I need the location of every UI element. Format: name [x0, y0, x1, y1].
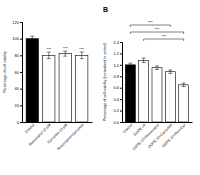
panel-0: 0 20 40 60 80 100 120 ControlResveratrol 10 µMC… — [3, 20, 93, 151]
bar — [165, 72, 175, 122]
y-tick-mark — [120, 76, 122, 77]
y-tick-label: 60 — [15, 70, 20, 75]
y-tick-mark — [120, 99, 122, 100]
significance-label: *** — [46, 47, 51, 52]
marks — [125, 58, 188, 122]
y-tick-mark — [20, 72, 22, 73]
y-tick-mark — [20, 55, 22, 56]
comparison-label: *** — [155, 27, 160, 32]
comparison-bracket — [130, 25, 170, 27]
y-tick-mark — [120, 42, 122, 43]
y-tick-mark — [20, 22, 22, 23]
comparison-bracket — [144, 39, 184, 41]
x-axis-line — [123, 122, 193, 123]
y-tick-label: 1.2 — [113, 51, 119, 56]
chart-title: B — [103, 6, 108, 13]
bar — [43, 55, 55, 122]
y-axis-line — [20, 23, 23, 123]
error-bar — [168, 70, 172, 73]
bar — [125, 65, 135, 122]
error-bar — [128, 63, 132, 66]
error-bar — [63, 51, 67, 56]
bar — [152, 68, 162, 122]
y-axis-title: Percentage of cell viability — [3, 51, 7, 93]
comparison-label: *** — [161, 34, 166, 39]
error-bar — [30, 36, 34, 41]
y-tick-label: 0.2 — [113, 108, 119, 113]
y-tick-mark — [20, 122, 22, 123]
y-tick: 120 — [12, 20, 22, 25]
x-axis-line — [23, 122, 93, 123]
y-tick-label: 0.6 — [113, 85, 119, 90]
y-tick-mark — [20, 39, 22, 40]
x-axis: ControlResveratrol 10 µMCurcumin 10 µMRe… — [23, 122, 93, 151]
x-tick: DOPE 10+Curcumin — [147, 122, 173, 149]
comparison-bracket — [130, 32, 183, 34]
significance-label: *** — [79, 47, 84, 52]
error-bar — [182, 83, 186, 86]
x-tick-label: Resveratrol+Curcumin — [56, 123, 84, 151]
x-tick: Control — [122, 122, 133, 134]
x-tick: Resveratrol+Curcumin — [56, 122, 84, 151]
y-tick: 1.4 — [113, 40, 122, 45]
comparison-label: *** — [148, 20, 153, 25]
y-tick-label: 1.0 — [113, 63, 119, 68]
y-tick-mark — [20, 105, 22, 106]
y-tick-label: 0.8 — [113, 74, 119, 79]
error-bar — [142, 58, 146, 63]
y-axis-title: Percentage of cell viability (normalised… — [103, 43, 107, 121]
y-tick-label: 100 — [12, 36, 19, 41]
y-tick-label: 20 — [15, 103, 20, 108]
error-bar — [47, 52, 51, 59]
y-tick-label: 80 — [15, 53, 20, 58]
error-bar — [80, 52, 84, 59]
y-tick: 60 — [15, 70, 22, 75]
y-tick-mark — [120, 122, 122, 123]
y-tick-label: 120 — [12, 20, 19, 25]
significance-label: *** — [63, 46, 68, 51]
x-tick-label: DOPE 10+Res+Cur — [161, 122, 187, 148]
y-tick: 1.2 — [113, 51, 122, 56]
y-tick: 0.8 — [113, 74, 122, 79]
panel-1: 0.0 0.2 0.4 0.6 0.8 1.0 1.2 1.4 ControlDOPE 10DO… — [103, 6, 193, 151]
y-tick: 0.0 — [113, 120, 122, 125]
y-tick-label: 0.4 — [113, 97, 119, 102]
y-tick-label: 1.4 — [113, 40, 119, 45]
x-tick-label: DOPE 10+Curcumin — [147, 123, 173, 149]
bar — [179, 85, 189, 122]
y-tick-mark — [120, 111, 122, 112]
x-tick: Control — [24, 122, 35, 134]
x-tick-label: Control — [122, 123, 133, 134]
error-bar — [155, 66, 159, 69]
figure: 0 20 40 60 80 100 120 ControlResveratrol 10 µMC… — [0, 0, 200, 175]
y-tick-label: 0.0 — [113, 120, 119, 125]
bar — [59, 54, 71, 122]
y-tick-mark — [120, 65, 122, 66]
y-tick: 0 — [17, 120, 22, 125]
y-tick-mark — [20, 89, 22, 90]
x-axis: ControlDOPE 10DOPE 10+ResveratrolDOPE 10… — [122, 122, 192, 151]
y-tick: 0.6 — [113, 85, 122, 90]
y-tick: 20 — [15, 103, 22, 108]
y-axis: 0 20 40 60 80 100 120 — [12, 20, 22, 125]
y-axis: 0.0 0.2 0.4 0.6 0.8 1.0 1.2 1.4 — [113, 40, 122, 125]
marks — [26, 36, 88, 122]
bar — [26, 39, 38, 122]
y-tick-mark — [120, 53, 122, 54]
bar — [139, 60, 149, 122]
y-tick-label: 40 — [15, 86, 20, 91]
x-tick-label: Control — [24, 123, 35, 134]
y-tick-mark — [120, 88, 122, 89]
y-tick: 0.2 — [113, 108, 122, 113]
y-tick: 1.0 — [113, 63, 122, 68]
y-tick: 40 — [15, 86, 22, 91]
y-tick: 80 — [15, 53, 22, 58]
y-tick-label: 0 — [17, 120, 20, 125]
bar — [76, 55, 88, 122]
y-tick: 0.4 — [113, 97, 122, 102]
x-tick: DOPE 10+Res+Cur — [161, 122, 187, 148]
y-axis-line — [120, 43, 123, 123]
y-tick: 100 — [12, 36, 22, 41]
